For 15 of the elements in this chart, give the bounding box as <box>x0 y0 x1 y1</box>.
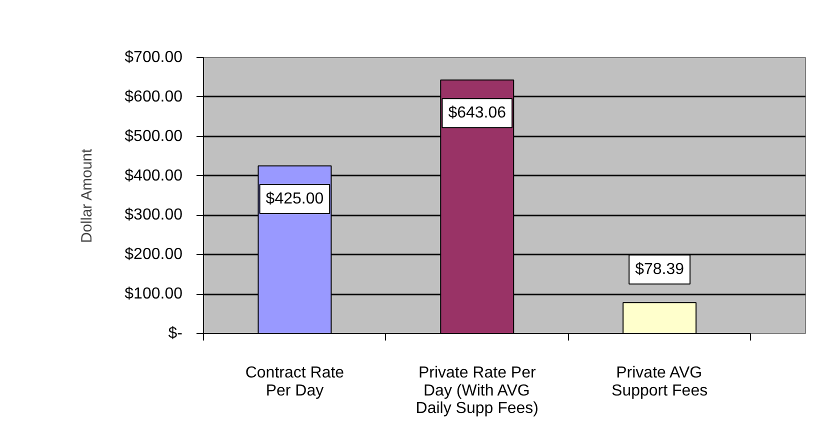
data-label: $78.39 <box>635 260 684 278</box>
data-label: $643.06 <box>448 104 506 122</box>
y-axis-title: Dollar Amount <box>78 148 96 244</box>
y-tick-label: $100.00 <box>124 286 183 303</box>
y-tick-label: $700.00 <box>124 49 183 66</box>
y-tick-label: $600.00 <box>124 88 183 106</box>
y-tick-label: $- <box>168 325 183 342</box>
y-tick-label: $400.00 <box>124 167 183 184</box>
y-tick-label: $500.00 <box>124 128 183 145</box>
y-tick-label: $300.00 <box>124 206 183 224</box>
x-tick-label: Private AVG Support Fees <box>612 364 708 400</box>
data-label: $425.00 <box>266 190 324 208</box>
y-tick-label: $200.00 <box>124 246 183 264</box>
x-tick-label: Private Rate Per Day (With AVG Daily Supp Fees) <box>416 364 538 418</box>
x-tick-label: Contract Rate Per Day <box>245 364 344 400</box>
